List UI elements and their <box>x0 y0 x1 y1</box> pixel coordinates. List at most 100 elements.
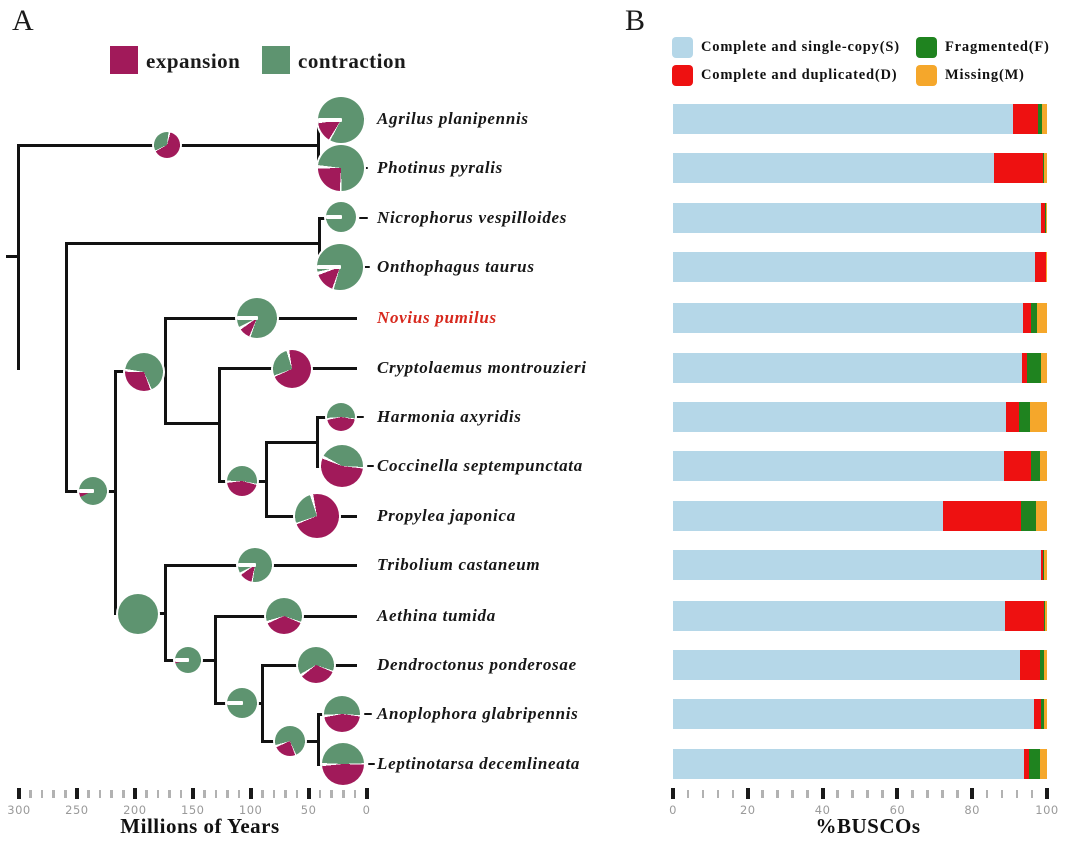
missing-swatch <box>916 65 937 86</box>
tree-pie-anc-chrysomeloidea <box>275 726 305 756</box>
busco-segment-missing-m- <box>1040 451 1047 481</box>
axis-tick-label: 60 <box>889 803 906 817</box>
axis-minor-tick <box>985 790 989 798</box>
busco-segment-complete-and-single-copy-s- <box>673 749 1024 779</box>
busco-segment-missing-m- <box>1030 402 1047 432</box>
busco-segment-fragmented-f- <box>1041 699 1045 729</box>
species-label-leptinotarsa-decemlineata: Leptinotarsa decemlineata <box>377 754 581 773</box>
busco-segment-fragmented-f- <box>1030 451 1041 481</box>
busco-segment-complete-and-single-copy-s- <box>673 650 1021 680</box>
busco-segment-complete-and-single-copy-s- <box>673 451 1005 481</box>
tree-branch <box>315 415 319 468</box>
busco-segment-fragmented-f- <box>1044 601 1046 631</box>
axis-minor-tick <box>1015 790 1019 798</box>
axis-tick-label: 0 <box>669 803 677 817</box>
busco-segment-complete-and-single-copy-s- <box>673 252 1036 282</box>
tree-branch <box>113 369 117 615</box>
fragmented-swatch <box>916 37 937 58</box>
axis-minor-tick <box>237 790 241 798</box>
busco-segment-complete-and-duplicated-d- <box>943 501 1021 531</box>
busco-segment-missing-m- <box>1043 650 1047 680</box>
busco-segment-complete-and-duplicated-d- <box>1004 451 1031 481</box>
busco-bar-row <box>673 104 1047 134</box>
axis-tick-label: 80 <box>964 803 980 817</box>
axis-minor-tick <box>156 790 160 798</box>
tree-branch <box>266 440 317 444</box>
panel-a-label: A <box>12 4 34 37</box>
axis-major-tick <box>248 788 253 799</box>
tree-branch <box>260 663 264 743</box>
duplicated-swatch <box>672 65 693 86</box>
contraction-label: contraction <box>298 49 407 73</box>
single-copy-label: Complete and single-copy(S) <box>701 39 900 55</box>
axis-major-tick <box>1045 788 1049 799</box>
expansion-swatch <box>110 46 138 74</box>
axis-minor-tick <box>179 790 183 798</box>
tree-branch <box>163 316 167 425</box>
busco-segment-missing-m- <box>1046 252 1047 282</box>
leaf-tip-dash <box>356 415 364 419</box>
axis-minor-tick <box>87 790 90 798</box>
busco-bar-row <box>673 650 1047 680</box>
axis-tick-label: 150 <box>181 803 205 817</box>
pie-branch-notch <box>318 118 342 122</box>
axis-tick-label: 250 <box>65 803 89 817</box>
tree-pie-anc-tenebrionoidea <box>118 594 158 634</box>
axis-tick-label: 100 <box>238 803 263 817</box>
species-label-nicrophorus-vespilloides: Nicrophorus vespilloides <box>377 208 568 227</box>
tree-branch <box>165 421 219 425</box>
busco-segment-complete-and-duplicated-d- <box>1020 650 1041 680</box>
busco-segment-complete-and-single-copy-s- <box>673 303 1024 333</box>
leaf-tip-dash <box>368 762 375 766</box>
axis-tick-label: 40 <box>814 803 831 817</box>
busco-segment-complete-and-duplicated-d- <box>993 153 1044 183</box>
axis-minor-tick <box>330 790 334 798</box>
tree-pie-cryptolaemus-montrouzieri <box>273 350 311 388</box>
axis-minor-tick <box>52 790 56 798</box>
axis-major-tick <box>895 788 900 799</box>
busco-segment-missing-m- <box>1042 104 1047 134</box>
busco-segment-fragmented-f- <box>1020 501 1037 531</box>
species-label-propylea-japonica: Propylea japonica <box>377 506 516 525</box>
tree-branch <box>264 440 268 518</box>
tree-pie-propylea-japonica <box>295 494 339 538</box>
busco-bar-row <box>673 203 1047 233</box>
axis-tick-label: 200 <box>123 803 147 817</box>
busco-segment-missing-m- <box>1043 153 1047 183</box>
busco-segment-fragmented-f- <box>1045 252 1047 282</box>
axis-tick-label: 300 <box>7 803 31 817</box>
time-axis-title: Millions of Years <box>120 814 280 838</box>
busco-segment-complete-and-single-copy-s- <box>673 402 1006 432</box>
tree-pie-anc-coccinellidae <box>227 466 257 496</box>
axis-minor-tick <box>701 790 705 798</box>
busco-segment-fragmented-f- <box>1028 749 1040 779</box>
species-label-photinus-pyralis: Photinus pyralis <box>377 158 503 177</box>
busco-segment-complete-and-duplicated-d- <box>1023 303 1032 333</box>
axis-major-tick <box>970 788 975 799</box>
axis-minor-tick <box>791 790 794 798</box>
species-label-onthophagus-taurus: Onthophagus taurus <box>377 257 535 276</box>
panel-b-label: B <box>625 4 646 37</box>
axis-minor-tick <box>761 790 765 798</box>
busco-bar-row <box>673 451 1047 481</box>
axis-minor-tick <box>806 790 809 798</box>
tree-pie-leptinotarsa-decemlineata <box>322 743 364 785</box>
busco-bar-row <box>673 749 1047 779</box>
axis-minor-tick <box>955 790 959 798</box>
tree-pie-anc-agrilus-photinus <box>154 132 180 158</box>
busco-segment-complete-and-single-copy-s- <box>673 104 1013 134</box>
pie-branch-notch <box>326 215 342 219</box>
pie-branch-notch <box>238 563 256 567</box>
busco-bar-row <box>673 153 1047 183</box>
axis-minor-tick <box>226 790 229 798</box>
busco-segment-complete-and-duplicated-d- <box>1005 402 1020 432</box>
axis-major-tick <box>364 788 369 799</box>
busco-segment-fragmented-f- <box>1040 650 1044 680</box>
axis-minor-tick <box>731 790 735 798</box>
tree-pie-photinus-pyralis <box>318 145 364 191</box>
tree-branch <box>316 712 320 766</box>
species-label-dendroctonus-ponderosae: Dendroctonus ponderosae <box>377 655 577 674</box>
tree-branch <box>66 241 319 245</box>
axis-minor-tick <box>940 790 944 798</box>
